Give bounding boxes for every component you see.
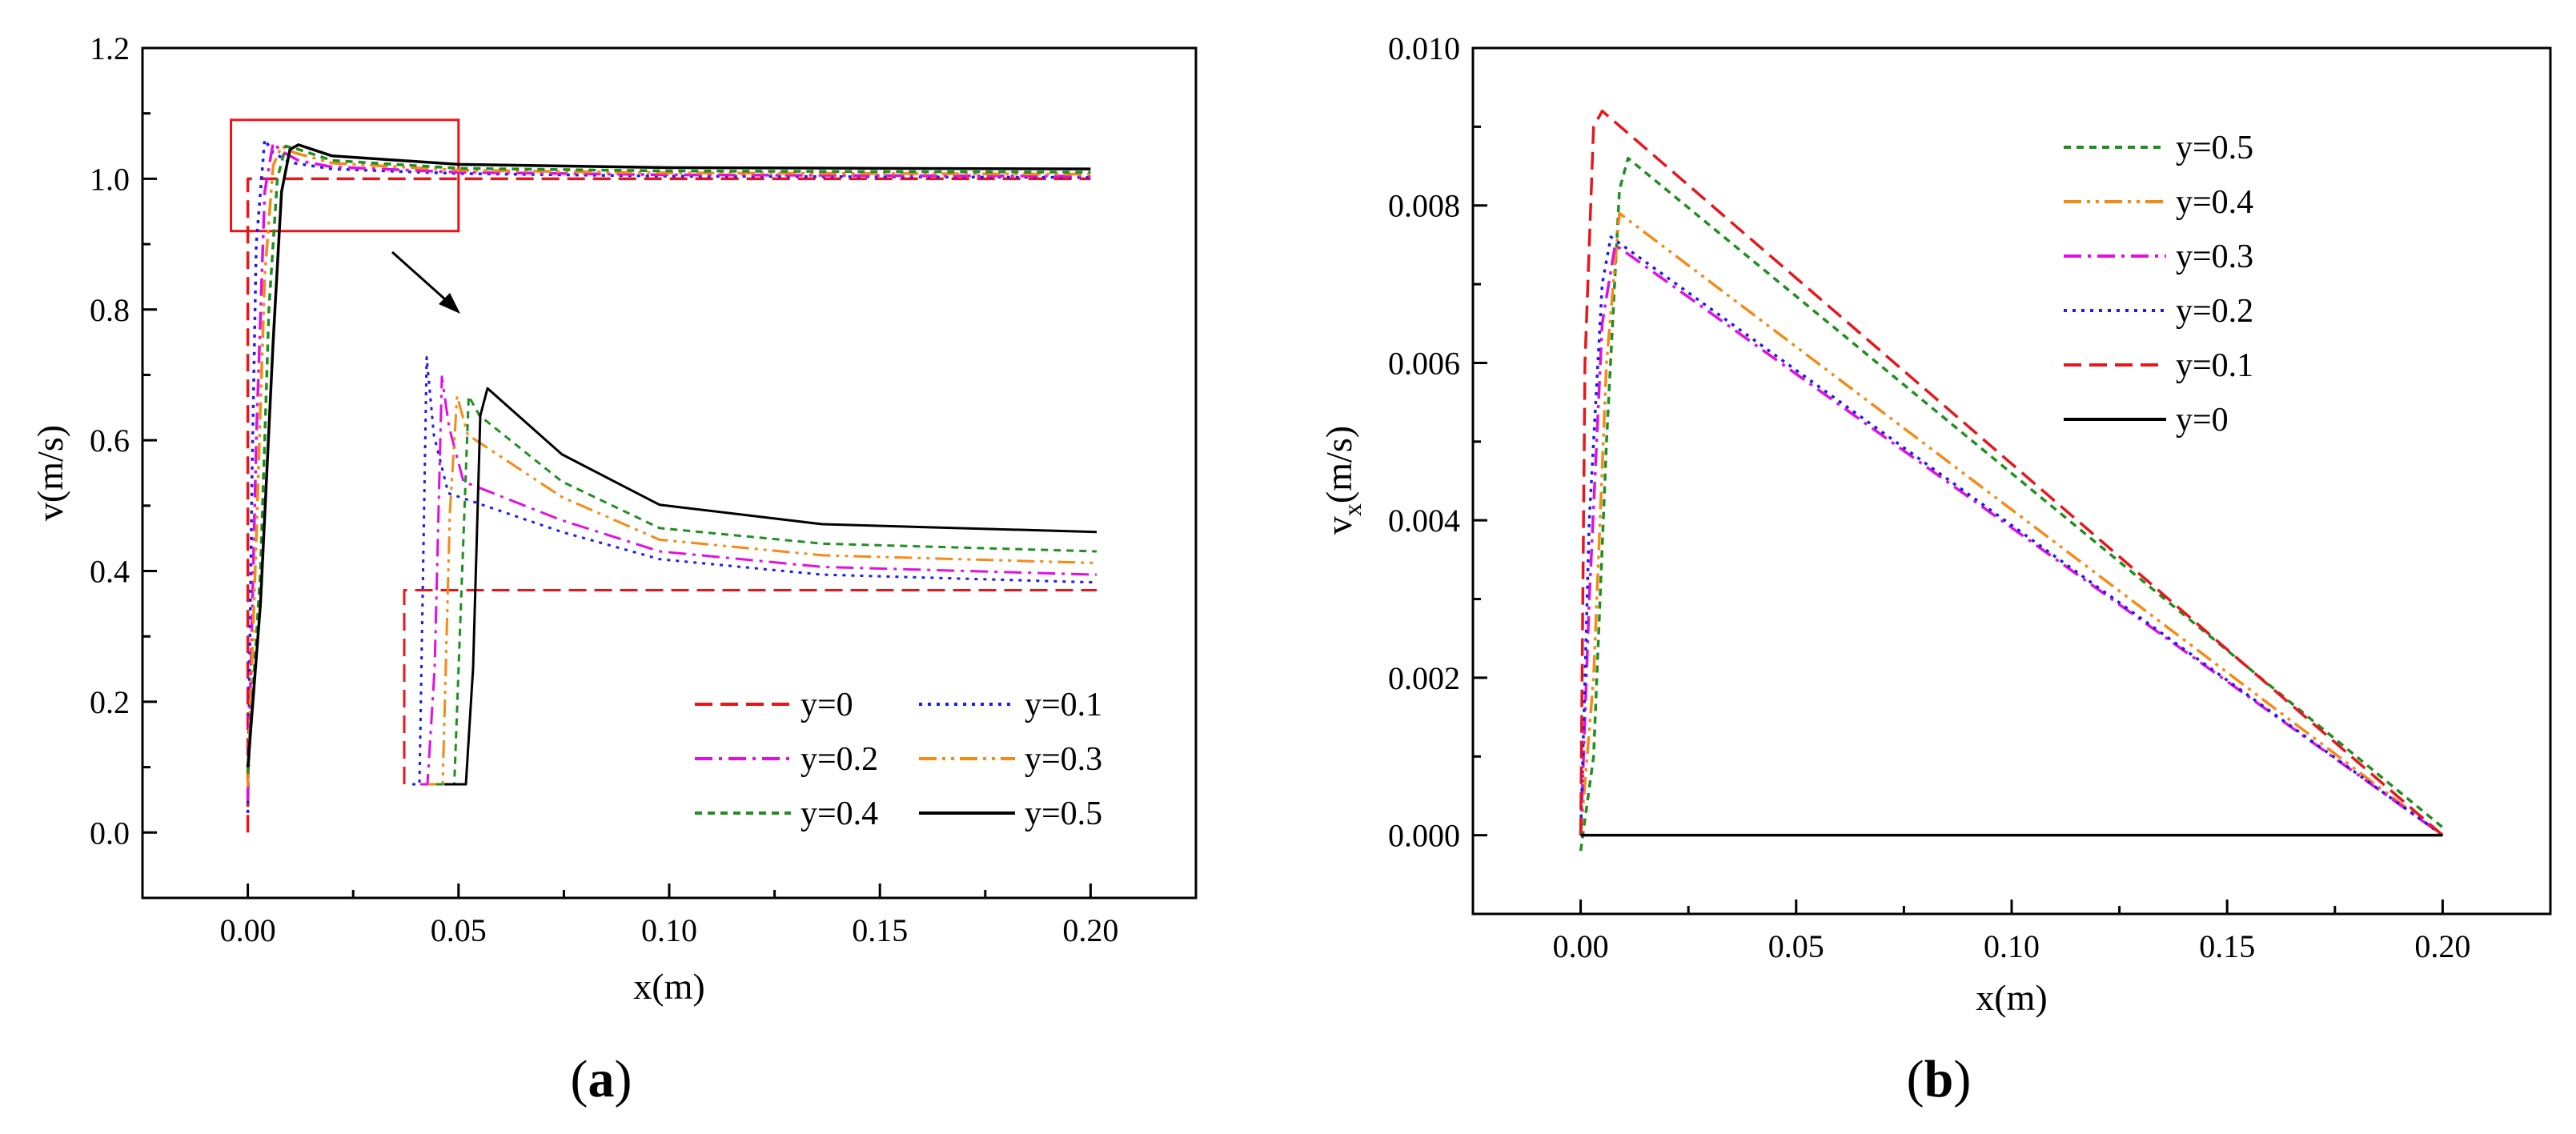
chart-a-ytick-label: 0.0 [90,815,130,851]
chart-b-ylabel: vx(m/s) [1318,426,1366,535]
chart-b-ytick-label: 0.006 [1388,345,1460,381]
chart-b-legend-label-y-0-1: y=0.1 [2176,347,2253,384]
chart-b-series-y-0-3 [1579,243,2444,837]
chart-a-ytick-label: 0.2 [90,684,130,720]
chart-b-series-y-0-1 [1579,109,2444,836]
chart-b-ytick-label: 0.002 [1388,660,1460,696]
chart-a-legend: y=0 y=0.1 y=0.2 y=0.3 y=0.4 y=0.5 [695,687,1102,832]
panel-label-a: (a) [571,1050,632,1108]
chart-b-legend-label-y-0: y=0 [2176,402,2229,439]
chart-b-curves [1579,109,2444,852]
zoom-arrow-head [439,293,460,314]
chart-b-xtick-label: 0.15 [2199,928,2255,964]
chart-a-ylabel: v(m/s) [30,425,70,521]
chart-b-ytick-label: 0.004 [1388,503,1460,539]
chart-a-legend-label-y-0: y=0 [800,687,853,723]
chart-a-series-y-0-1 [246,138,1091,813]
chart-a-series-y-0-5 [246,143,1091,767]
chart-b-legend-label-y-0-5: y=0.5 [2176,130,2253,166]
chart-a-ticks: 0.00 0.05 0.10 0.15 0.20 0.0 0.2 0.4 0.6 0.8 1.0 1.… [90,30,1118,948]
inset-series-y-0-5 [444,387,1097,786]
chart-a-xlabel: x(m) [633,966,704,1007]
panel-label-b: (b) [1907,1050,1972,1108]
zoom-box [230,118,460,233]
chart-b-ytick-label: 0.010 [1388,30,1460,66]
chart-a-legend-label-y-0-3: y=0.3 [1025,741,1102,778]
chart-b-ytick-label: 0.008 [1388,188,1460,224]
chart-a-ytick-label: 0.4 [90,554,130,590]
chart-b-legend-label-y-0-4: y=0.4 [2176,184,2253,221]
chart-a-xtick-label: 0.10 [641,912,697,948]
chart-a-ytick-label: 1.2 [90,30,130,66]
chart-b-legend-label-y-0-2: y=0.2 [2176,293,2253,330]
chart-a-series-y-0 [246,177,1091,833]
chart-b-series-y-0-5 [1579,156,2444,852]
inset-series-y-0-1 [412,356,1097,786]
chart-b-xtick-label: 0.00 [1553,928,1609,964]
chart-a-series-y-0-2 [246,141,1091,800]
chart-a-ytick-label: 0.6 [90,423,130,459]
inset-series-y-0 [403,589,1097,784]
chart-b-ytick-label: 0.000 [1388,818,1460,854]
chart-a-series-y-0-4 [246,144,1091,774]
chart-a-ytick-label: 0.8 [90,292,130,328]
chart-a-xtick-label: 0.20 [1062,912,1118,948]
inset-series-y-0-4 [436,395,1097,786]
chart-b-series-y-0-2 [1579,235,2444,837]
chart-a-legend-label-y-0-2: y=0.2 [800,741,878,778]
chart-b-legend-label-y-0-3: y=0.3 [2176,238,2253,275]
chart-a-xtick-label: 0.15 [852,912,908,948]
chart-a-legend-label-y-0-1: y=0.1 [1025,687,1102,723]
chart-a-series-y-0-3 [246,144,1091,787]
chart-b-xtick-label: 0.05 [1768,928,1824,964]
chart-a-inset-curves [403,356,1097,786]
chart-b-series-y-0-4 [1579,211,2444,837]
chart-a-xtick-label: 0.05 [431,912,487,948]
chart-a-zoom-source [230,118,460,233]
chart-b-xlabel: x(m) [1976,977,2047,1018]
chart-a: 0.00 0.05 0.10 0.15 0.20 0.0 0.2 0.4 0.6 0.8 1.0 1.… [30,30,1198,1108]
chart-a-ytick-label: 1.0 [90,161,130,197]
chart-b: 0.00 0.05 0.10 0.15 0.20 0.000 0.002 0.004 0.006… [1318,30,2552,1108]
zoom-arrow [391,250,453,307]
chart-b-xtick-label: 0.20 [2414,928,2470,964]
chart-a-xtick-label: 0.00 [220,912,276,948]
chart-b-xtick-label: 0.10 [1984,928,2040,964]
chart-a-legend-label-y-0-5: y=0.5 [1025,795,1102,832]
chart-b-ticks: 0.00 0.05 0.10 0.15 0.20 0.000 0.002 0.004 0.006… [1388,30,2470,964]
inset-series-y-0-2 [420,375,1097,786]
chart-a-legend-label-y-0-4: y=0.4 [800,795,878,832]
chart-b-legend: y=0.5 y=0.4 y=0.3 y=0.2 y=0.1 y=0 [2064,130,2253,439]
chart-a-curves [246,138,1091,833]
